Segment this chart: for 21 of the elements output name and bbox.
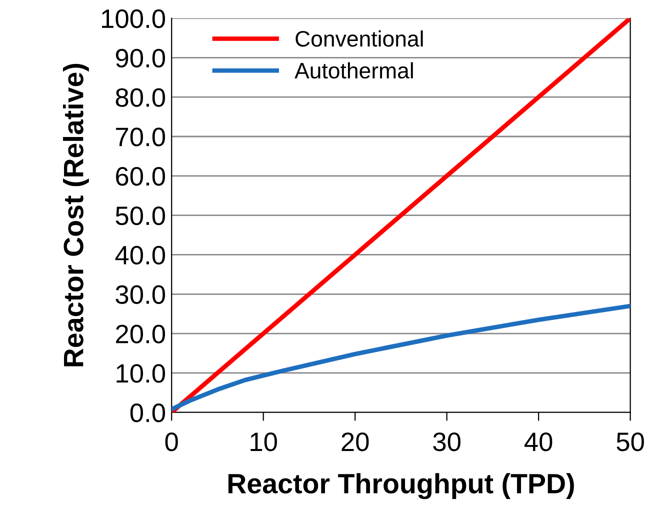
y-tick-label: 70.0	[116, 128, 166, 146]
y-tick-label: 10.0	[116, 364, 166, 383]
y-tick-label: 40.0	[115, 246, 166, 265]
x-tick-label: 20	[342, 432, 369, 452]
y-tick-label: 0.0	[130, 404, 166, 422]
x-axis-title: Reactor Throughput (TPD)	[228, 473, 574, 500]
y-tick-label: 60.0	[116, 167, 166, 186]
y-tick-label: 50.0	[116, 206, 166, 226]
legend-label: Autothermal	[294, 62, 413, 79]
y-axis-title: Reactor Cost (Relative)	[63, 64, 89, 366]
y-tick-label: 20.0	[116, 324, 166, 344]
x-tick-label: 30	[433, 432, 460, 452]
x-tick-label: 10	[250, 432, 277, 452]
y-tick-label: 30.0	[116, 285, 166, 304]
x-tick-label: 40	[524, 432, 552, 452]
y-tick-label: 80.0	[116, 88, 166, 107]
x-tick-label: 50	[616, 432, 644, 452]
x-tick-label: 0	[165, 432, 178, 452]
legend-label: Conventional	[296, 30, 423, 47]
y-tick-label: 100.0	[102, 9, 166, 28]
y-tick-label: 90.0	[116, 48, 166, 68]
